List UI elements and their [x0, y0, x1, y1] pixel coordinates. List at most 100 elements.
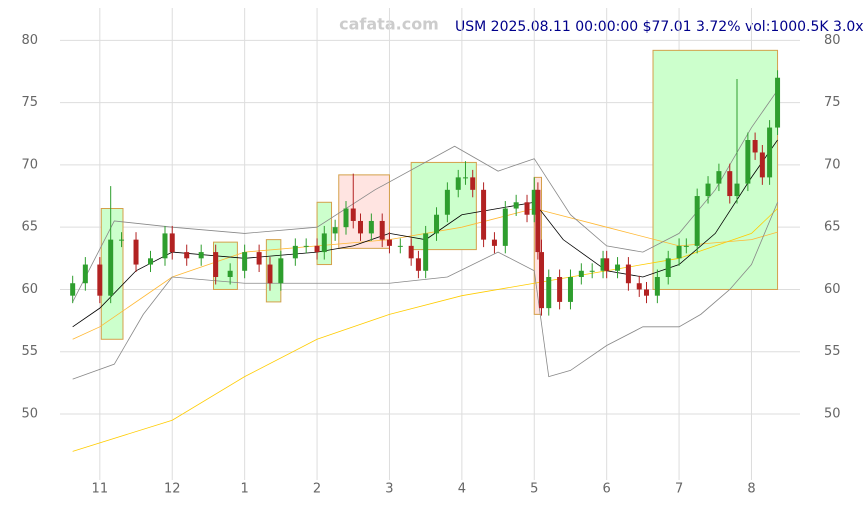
- candle-body: [97, 264, 103, 296]
- candle-body: [213, 252, 219, 278]
- candle-body: [397, 245, 403, 247]
- candle-body: [108, 239, 114, 296]
- candle-body: [455, 177, 461, 190]
- y-tick-label: 75: [21, 95, 38, 110]
- candle-body: [654, 277, 660, 296]
- candle-body: [386, 239, 392, 246]
- chart-title: USM 2025.08.11 00:00:00 $77.01 3.72% vol…: [455, 19, 864, 35]
- candle-body: [184, 252, 190, 259]
- candle-body: [759, 152, 765, 178]
- candle-body: [408, 245, 414, 259]
- candle-body: [546, 277, 552, 309]
- candle-body: [589, 270, 595, 272]
- candle-body: [332, 227, 338, 234]
- y-tick-label: 65: [21, 220, 38, 235]
- candle-body: [615, 264, 621, 271]
- y-tick-label: 60: [21, 282, 38, 297]
- candle-body: [82, 264, 88, 284]
- y-tick-label-right: 50: [824, 406, 841, 421]
- candle-body: [665, 258, 671, 278]
- candle-body: [357, 220, 363, 234]
- candle-body: [745, 140, 751, 184]
- x-tick-label: 1: [240, 482, 248, 497]
- candle-body: [133, 239, 139, 265]
- candle-body: [169, 233, 175, 253]
- candle-body: [734, 183, 740, 197]
- candle-body: [676, 245, 682, 259]
- candle-body: [303, 245, 309, 247]
- x-tick-label: 11: [92, 482, 109, 497]
- candle-body: [462, 177, 468, 179]
- candle-body: [643, 289, 649, 296]
- candle-body: [481, 189, 487, 240]
- candle-body: [321, 233, 327, 253]
- y-tick-label-right: 60: [824, 282, 841, 297]
- candle-body: [625, 264, 631, 284]
- candle-body: [314, 245, 320, 253]
- candle-body: [343, 208, 349, 228]
- candle-body: [767, 127, 773, 178]
- candle-body: [292, 245, 298, 259]
- zone: [652, 49, 779, 290]
- x-tick-label: 3: [385, 482, 393, 497]
- candle-body: [148, 258, 154, 265]
- y-tick-label-right: 70: [824, 157, 841, 172]
- candle-body: [162, 233, 168, 259]
- candle-body: [524, 202, 530, 215]
- candle-body: [752, 140, 758, 153]
- indicator-line: [72, 208, 778, 452]
- candle-body: [70, 283, 76, 296]
- x-tick-label: 8: [747, 482, 755, 497]
- y-tick-label: 50: [21, 406, 38, 421]
- candle-body: [379, 220, 385, 240]
- candle-body: [470, 177, 476, 190]
- candle-body: [705, 183, 711, 197]
- candle-body: [600, 258, 606, 271]
- zone: [410, 161, 477, 251]
- y-tick-label: 70: [21, 157, 38, 172]
- candle-body: [119, 239, 125, 241]
- y-tick-label-right: 80: [824, 33, 841, 48]
- x-tick-label: 4: [458, 482, 466, 497]
- indicator-line: [72, 202, 778, 380]
- candle-body: [557, 277, 563, 302]
- candle-body: [502, 208, 508, 246]
- candle-body: [636, 283, 642, 290]
- candle-body: [368, 220, 374, 234]
- candle-body: [727, 171, 733, 197]
- candle-body: [278, 258, 284, 284]
- candle-body: [491, 239, 497, 246]
- candle-body: [350, 208, 356, 221]
- candle-body: [775, 77, 781, 128]
- candle-body: [256, 252, 262, 265]
- y-tick-label-right: 65: [824, 220, 841, 235]
- candle-body: [227, 270, 233, 278]
- candle-body: [578, 270, 584, 278]
- candle-body: [531, 189, 537, 215]
- candle-body: [694, 196, 700, 246]
- x-tick-label: 2: [313, 482, 321, 497]
- candle-body: [513, 202, 519, 209]
- x-tick-label: 7: [675, 482, 683, 497]
- candle-body: [444, 189, 450, 215]
- x-tick-label: 5: [530, 482, 538, 497]
- candle-body: [198, 252, 204, 259]
- candle-body: [423, 233, 429, 271]
- candle-body: [415, 258, 421, 271]
- y-tick-label-right: 75: [824, 95, 841, 110]
- y-tick-label: 80: [21, 33, 38, 48]
- candle-body: [242, 252, 248, 271]
- candle-body: [604, 258, 610, 271]
- candle-body: [267, 264, 273, 284]
- x-tick-label: 6: [603, 482, 611, 497]
- candle-body: [716, 171, 722, 184]
- x-tick-label: 12: [164, 482, 181, 497]
- candle-body: [567, 277, 573, 302]
- candle-body: [434, 214, 440, 234]
- candle-body: [539, 252, 545, 309]
- y-tick-label-right: 55: [824, 344, 841, 359]
- y-tick-label: 55: [21, 344, 38, 359]
- candle-body: [535, 189, 541, 253]
- candle-body: [683, 245, 689, 247]
